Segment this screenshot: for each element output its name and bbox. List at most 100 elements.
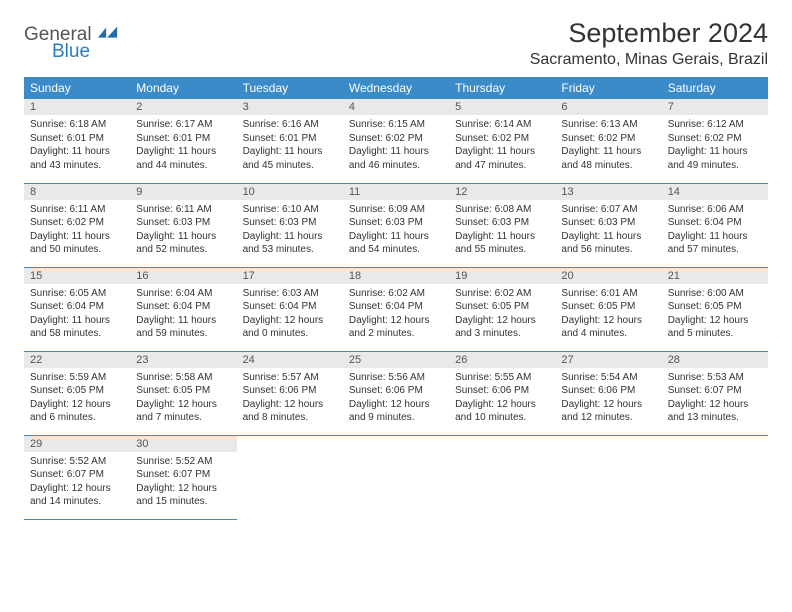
- sunrise-line: Sunrise: 5:56 AM: [349, 371, 443, 385]
- calendar-cell: 4Sunrise: 6:15 AMSunset: 6:02 PMDaylight…: [343, 99, 449, 183]
- daylight-line: Daylight: 11 hours and 49 minutes.: [668, 145, 762, 172]
- day-number: 6: [555, 99, 661, 115]
- calendar-header-row: SundayMondayTuesdayWednesdayThursdayFrid…: [24, 77, 768, 99]
- sunset-line: Sunset: 6:05 PM: [668, 300, 762, 314]
- calendar-cell: 14Sunrise: 6:06 AMSunset: 6:04 PMDayligh…: [662, 183, 768, 267]
- day-number: 13: [555, 184, 661, 200]
- daylight-line: Daylight: 11 hours and 43 minutes.: [30, 145, 124, 172]
- calendar-cell: 26Sunrise: 5:55 AMSunset: 6:06 PMDayligh…: [449, 351, 555, 435]
- day-number: 28: [662, 352, 768, 368]
- sunset-line: Sunset: 6:06 PM: [455, 384, 549, 398]
- weekday-header: Sunday: [24, 77, 130, 99]
- calendar-cell: 8Sunrise: 6:11 AMSunset: 6:02 PMDaylight…: [24, 183, 130, 267]
- day-number: 14: [662, 184, 768, 200]
- calendar-cell: 9Sunrise: 6:11 AMSunset: 6:03 PMDaylight…: [130, 183, 236, 267]
- sunset-line: Sunset: 6:06 PM: [561, 384, 655, 398]
- daylight-line: Daylight: 12 hours and 2 minutes.: [349, 314, 443, 341]
- sunset-line: Sunset: 6:02 PM: [668, 132, 762, 146]
- calendar-cell: 10Sunrise: 6:10 AMSunset: 6:03 PMDayligh…: [237, 183, 343, 267]
- location: Sacramento, Minas Gerais, Brazil: [530, 51, 768, 69]
- calendar-cell: [449, 435, 555, 519]
- day-number: 23: [130, 352, 236, 368]
- day-body: Sunrise: 5:56 AMSunset: 6:06 PMDaylight:…: [343, 368, 449, 429]
- sunset-line: Sunset: 6:04 PM: [349, 300, 443, 314]
- daylight-line: Daylight: 12 hours and 8 minutes.: [243, 398, 337, 425]
- sunrise-line: Sunrise: 5:59 AM: [30, 371, 124, 385]
- sunrise-line: Sunrise: 6:11 AM: [136, 203, 230, 217]
- day-body: Sunrise: 5:54 AMSunset: 6:06 PMDaylight:…: [555, 368, 661, 429]
- sunrise-line: Sunrise: 6:11 AM: [30, 203, 124, 217]
- day-body: Sunrise: 5:52 AMSunset: 6:07 PMDaylight:…: [24, 452, 130, 513]
- logo-text: General Blue: [24, 24, 119, 61]
- day-body: Sunrise: 6:11 AMSunset: 6:02 PMDaylight:…: [24, 200, 130, 261]
- sunset-line: Sunset: 6:03 PM: [243, 216, 337, 230]
- daylight-line: Daylight: 12 hours and 6 minutes.: [30, 398, 124, 425]
- daylight-line: Daylight: 11 hours and 58 minutes.: [30, 314, 124, 341]
- weekday-header: Tuesday: [237, 77, 343, 99]
- day-body: Sunrise: 6:07 AMSunset: 6:03 PMDaylight:…: [555, 200, 661, 261]
- day-number: 10: [237, 184, 343, 200]
- day-body: Sunrise: 6:16 AMSunset: 6:01 PMDaylight:…: [237, 115, 343, 176]
- day-number: 7: [662, 99, 768, 115]
- day-body: Sunrise: 5:57 AMSunset: 6:06 PMDaylight:…: [237, 368, 343, 429]
- daylight-line: Daylight: 11 hours and 56 minutes.: [561, 230, 655, 257]
- daylight-line: Daylight: 11 hours and 45 minutes.: [243, 145, 337, 172]
- sunrise-line: Sunrise: 6:07 AM: [561, 203, 655, 217]
- day-body: Sunrise: 6:03 AMSunset: 6:04 PMDaylight:…: [237, 284, 343, 345]
- calendar-cell: 16Sunrise: 6:04 AMSunset: 6:04 PMDayligh…: [130, 267, 236, 351]
- day-number: 2: [130, 99, 236, 115]
- daylight-line: Daylight: 12 hours and 7 minutes.: [136, 398, 230, 425]
- calendar-cell: 5Sunrise: 6:14 AMSunset: 6:02 PMDaylight…: [449, 99, 555, 183]
- calendar-cell: 17Sunrise: 6:03 AMSunset: 6:04 PMDayligh…: [237, 267, 343, 351]
- sunrise-line: Sunrise: 6:16 AM: [243, 118, 337, 132]
- weekday-header: Saturday: [662, 77, 768, 99]
- day-number: 29: [24, 436, 130, 452]
- sunrise-line: Sunrise: 6:08 AM: [455, 203, 549, 217]
- sunrise-line: Sunrise: 5:55 AM: [455, 371, 549, 385]
- day-number: 26: [449, 352, 555, 368]
- sunset-line: Sunset: 6:01 PM: [243, 132, 337, 146]
- day-body: Sunrise: 6:06 AMSunset: 6:04 PMDaylight:…: [662, 200, 768, 261]
- weekday-header: Wednesday: [343, 77, 449, 99]
- calendar-cell: 6Sunrise: 6:13 AMSunset: 6:02 PMDaylight…: [555, 99, 661, 183]
- calendar-cell: 24Sunrise: 5:57 AMSunset: 6:06 PMDayligh…: [237, 351, 343, 435]
- sunset-line: Sunset: 6:02 PM: [349, 132, 443, 146]
- day-number: 19: [449, 268, 555, 284]
- sunrise-line: Sunrise: 6:18 AM: [30, 118, 124, 132]
- day-body: Sunrise: 6:09 AMSunset: 6:03 PMDaylight:…: [343, 200, 449, 261]
- calendar-cell: 21Sunrise: 6:00 AMSunset: 6:05 PMDayligh…: [662, 267, 768, 351]
- sunrise-line: Sunrise: 6:03 AM: [243, 287, 337, 301]
- day-number: 18: [343, 268, 449, 284]
- calendar-cell: 19Sunrise: 6:02 AMSunset: 6:05 PMDayligh…: [449, 267, 555, 351]
- sunrise-line: Sunrise: 5:54 AM: [561, 371, 655, 385]
- logo-text-blue: Blue: [52, 42, 119, 61]
- sunset-line: Sunset: 6:04 PM: [136, 300, 230, 314]
- day-body: Sunrise: 6:12 AMSunset: 6:02 PMDaylight:…: [662, 115, 768, 176]
- daylight-line: Daylight: 11 hours and 59 minutes.: [136, 314, 230, 341]
- calendar-cell: 27Sunrise: 5:54 AMSunset: 6:06 PMDayligh…: [555, 351, 661, 435]
- daylight-line: Daylight: 11 hours and 54 minutes.: [349, 230, 443, 257]
- sunset-line: Sunset: 6:03 PM: [349, 216, 443, 230]
- day-body: Sunrise: 6:11 AMSunset: 6:03 PMDaylight:…: [130, 200, 236, 261]
- day-number: 8: [24, 184, 130, 200]
- calendar-cell: 3Sunrise: 6:16 AMSunset: 6:01 PMDaylight…: [237, 99, 343, 183]
- sunrise-line: Sunrise: 6:09 AM: [349, 203, 443, 217]
- day-number: 4: [343, 99, 449, 115]
- sunset-line: Sunset: 6:02 PM: [30, 216, 124, 230]
- day-number: 24: [237, 352, 343, 368]
- sunrise-line: Sunrise: 5:57 AM: [243, 371, 337, 385]
- sunset-line: Sunset: 6:07 PM: [668, 384, 762, 398]
- sunrise-line: Sunrise: 6:04 AM: [136, 287, 230, 301]
- sunset-line: Sunset: 6:05 PM: [561, 300, 655, 314]
- sunset-line: Sunset: 6:04 PM: [243, 300, 337, 314]
- day-body: Sunrise: 6:18 AMSunset: 6:01 PMDaylight:…: [24, 115, 130, 176]
- day-number: 1: [24, 99, 130, 115]
- sunrise-line: Sunrise: 6:12 AM: [668, 118, 762, 132]
- day-body: Sunrise: 5:52 AMSunset: 6:07 PMDaylight:…: [130, 452, 236, 513]
- calendar-cell: [662, 435, 768, 519]
- calendar-cell: 7Sunrise: 6:12 AMSunset: 6:02 PMDaylight…: [662, 99, 768, 183]
- day-number: 30: [130, 436, 236, 452]
- daylight-line: Daylight: 11 hours and 46 minutes.: [349, 145, 443, 172]
- sunrise-line: Sunrise: 6:06 AM: [668, 203, 762, 217]
- sunrise-line: Sunrise: 6:02 AM: [455, 287, 549, 301]
